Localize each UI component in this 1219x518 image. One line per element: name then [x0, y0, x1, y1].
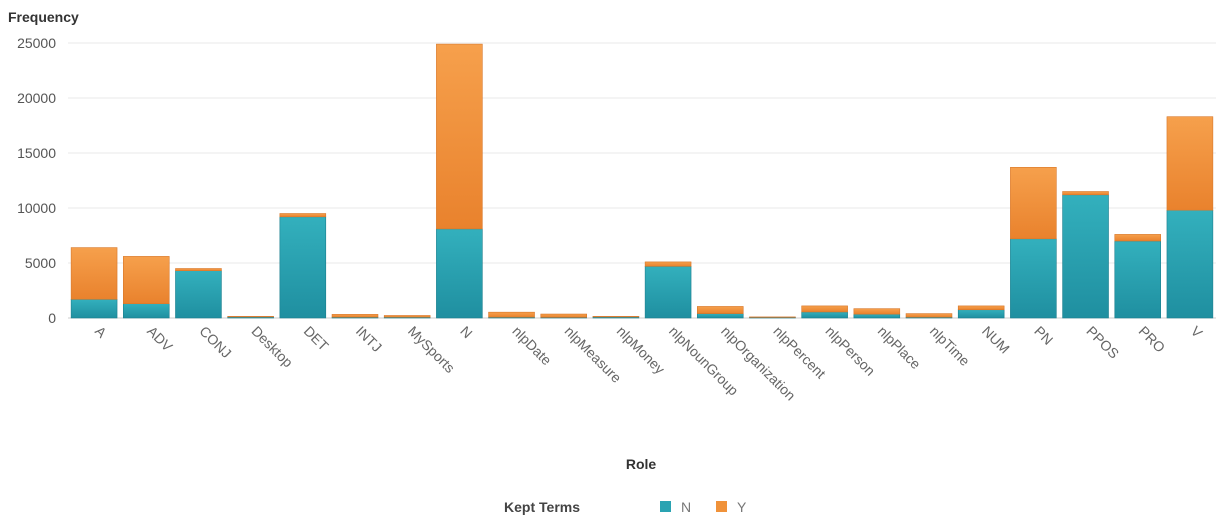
x-tick-label: A [92, 323, 110, 341]
bar-segment-y-conj[interactable] [175, 268, 222, 272]
bar-segment-y-adv[interactable] [123, 256, 170, 304]
bar-segment-y-desktop[interactable] [227, 316, 274, 318]
bar-segment-n-det[interactable] [279, 216, 327, 319]
y-tick-label: 25000 [17, 35, 56, 51]
x-tick-label: PPOS [1083, 323, 1122, 362]
bar-segment-y-n[interactable] [436, 43, 483, 230]
bar-segment-n-v[interactable] [1166, 209, 1214, 319]
bar-segment-n-ppos[interactable] [1062, 194, 1109, 319]
bar-segment-y-intj[interactable] [331, 314, 379, 318]
bar-segment-n-conj[interactable] [175, 270, 222, 319]
x-tick-label: N [457, 323, 475, 341]
x-tick-label: nlpPlace [875, 323, 924, 372]
y-axis-title: Frequency [8, 9, 79, 25]
y-tick-label: 10000 [17, 200, 56, 216]
x-tick-label: MySports [405, 323, 458, 376]
x-tick-label: PRO [1136, 323, 1169, 356]
bar-segment-n-nlpplace[interactable] [853, 313, 901, 319]
bar-segment-n-adv[interactable] [123, 303, 170, 319]
x-tick-label: ADV [144, 323, 176, 355]
y-tick-label: 15000 [17, 145, 56, 161]
y-tick-label: 5000 [25, 255, 56, 271]
x-tick-label: nlpPerson [823, 323, 879, 379]
x-tick-label: DET [301, 323, 332, 354]
bar-segment-n-nlporganization[interactable] [697, 313, 744, 319]
x-tick-label: NUM [979, 323, 1013, 357]
bar-segment-y-num[interactable] [957, 305, 1005, 311]
bar-segment-y-ppos[interactable] [1062, 191, 1109, 196]
legend-title: Kept Terms [504, 499, 580, 515]
bar-segment-y-nlpplace[interactable] [853, 308, 901, 315]
bar-segment-n-nlpperson[interactable] [801, 311, 848, 319]
x-tick-label: nlpTime [927, 323, 973, 369]
bar-segment-y-a[interactable] [70, 247, 118, 300]
x-axis-title: Role [626, 456, 657, 472]
legend-label-n: N [681, 499, 691, 515]
bar-segment-y-nlporganization[interactable] [697, 306, 744, 314]
bar-segment-n-pn[interactable] [1010, 238, 1057, 319]
bar-segment-y-v[interactable] [1166, 116, 1214, 211]
bar-segment-y-det[interactable] [279, 213, 327, 218]
legend: Kept Terms N Y [504, 499, 747, 515]
y-tick-label: 0 [48, 310, 56, 326]
bar-segment-y-nlptime[interactable] [905, 313, 953, 318]
bar-segment-y-mysports[interactable] [383, 315, 431, 318]
legend-swatch-y [716, 501, 727, 512]
x-tick-label: Desktop [249, 323, 297, 371]
x-tick-label: nlpDate [509, 323, 555, 369]
y-tick-label: 20000 [17, 90, 56, 106]
bar-segment-n-nlpnoungroup[interactable] [644, 265, 692, 319]
bar-segment-y-nlpmoney[interactable] [592, 316, 640, 318]
bar-segment-y-pro[interactable] [1114, 234, 1161, 242]
bar-segment-y-nlpnoungroup[interactable] [644, 261, 692, 267]
bar-segment-n-n[interactable] [436, 228, 483, 319]
x-tick-label: PN [1031, 323, 1056, 348]
bar-segment-n-pro[interactable] [1114, 240, 1161, 319]
bar-segment-n-num[interactable] [957, 309, 1005, 319]
x-tick-label: CONJ [196, 323, 234, 361]
x-tick-label: nlpMoney [614, 323, 668, 377]
bar-segment-y-pn[interactable] [1010, 167, 1057, 240]
bar-segment-n-a[interactable] [70, 298, 118, 319]
bar-segment-y-nlpperson[interactable] [801, 305, 848, 313]
legend-swatch-n [660, 501, 671, 512]
bar-segment-y-nlpmeasure[interactable] [540, 313, 587, 318]
x-tick-label: V [1188, 323, 1206, 341]
bar-segment-y-nlpdate[interactable] [488, 311, 535, 318]
legend-label-y: Y [737, 499, 747, 515]
x-tick-label: INTJ [353, 323, 385, 355]
